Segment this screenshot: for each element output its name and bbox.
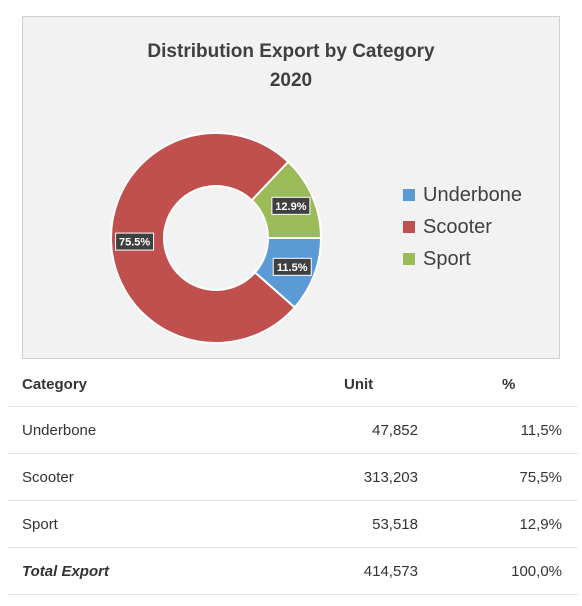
data-label-text: 12.9% xyxy=(275,201,306,213)
legend-swatch-scooter xyxy=(403,221,415,233)
row-category: Sport xyxy=(8,500,254,548)
legend-item-scooter: Scooter xyxy=(403,211,522,243)
chart-title-line1: Distribution Export by Category xyxy=(147,41,435,62)
header-percent-label: % xyxy=(502,375,516,393)
data-label-scooter: 75.5% xyxy=(115,232,155,251)
donut-chart: 11.5% 75.5% 12.9% xyxy=(110,132,323,344)
data-label-underbone: 11.5% xyxy=(272,257,312,276)
data-label-box xyxy=(272,257,312,276)
row-percent: 75,5% xyxy=(418,453,578,501)
data-label-sport: 12.9% xyxy=(271,196,311,215)
row-unit: 313,203 xyxy=(254,453,418,501)
legend-swatch-underbone xyxy=(403,189,415,201)
row-percent: 11,5% xyxy=(418,406,578,454)
total-category: Total Export xyxy=(8,547,254,595)
donut-slice-scooter xyxy=(110,132,297,344)
table-row: Scooter 313,203 75,5% xyxy=(8,453,578,501)
donut-data-labels: 11.5% 75.5% 12.9% xyxy=(115,196,312,276)
legend-label-scooter: Scooter xyxy=(423,215,492,238)
legend-item-sport: Sport xyxy=(403,243,522,275)
row-unit: 53,518 xyxy=(254,500,418,548)
header-unit: Unit xyxy=(254,362,418,407)
legend-item-underbone: Underbone xyxy=(403,179,522,211)
chart-title-line2: 2020 xyxy=(269,70,313,91)
header-percent: % xyxy=(418,362,578,407)
row-category: Scooter xyxy=(8,453,254,501)
legend-swatch-sport xyxy=(403,253,415,265)
donut-slices xyxy=(110,132,323,344)
data-label-text: 11.5% xyxy=(277,262,308,274)
row-percent: 12,9% xyxy=(418,500,578,548)
legend-label-sport: Sport xyxy=(423,247,471,270)
table-row: Underbone 47,852 11,5% xyxy=(8,406,578,454)
data-label-text: 75.5% xyxy=(119,237,150,249)
legend-label-underbone: Underbone xyxy=(423,183,522,206)
chart-panel: Distribution Export by Category 2020 11.… xyxy=(22,16,560,359)
row-unit: 47,852 xyxy=(254,406,418,454)
export-table: Category Unit % Underbone 47,852 11,5% S… xyxy=(8,362,578,595)
table-total-row: Total Export 414,573 100,0% xyxy=(8,547,578,595)
chart-legend: Underbone Scooter Sport xyxy=(403,179,522,275)
data-label-box xyxy=(271,196,311,215)
data-label-box xyxy=(115,232,155,251)
table-header-row: Category Unit % xyxy=(8,362,578,407)
total-percent: 100,0% xyxy=(418,547,578,595)
table-row: Sport 53,518 12,9% xyxy=(8,500,578,548)
total-unit: 414,573 xyxy=(254,547,418,595)
chart-title: Distribution Export by Category 2020 xyxy=(23,37,559,95)
header-category: Category xyxy=(8,362,254,407)
header-unit-label: Unit xyxy=(344,375,374,393)
row-category: Underbone xyxy=(8,406,254,454)
